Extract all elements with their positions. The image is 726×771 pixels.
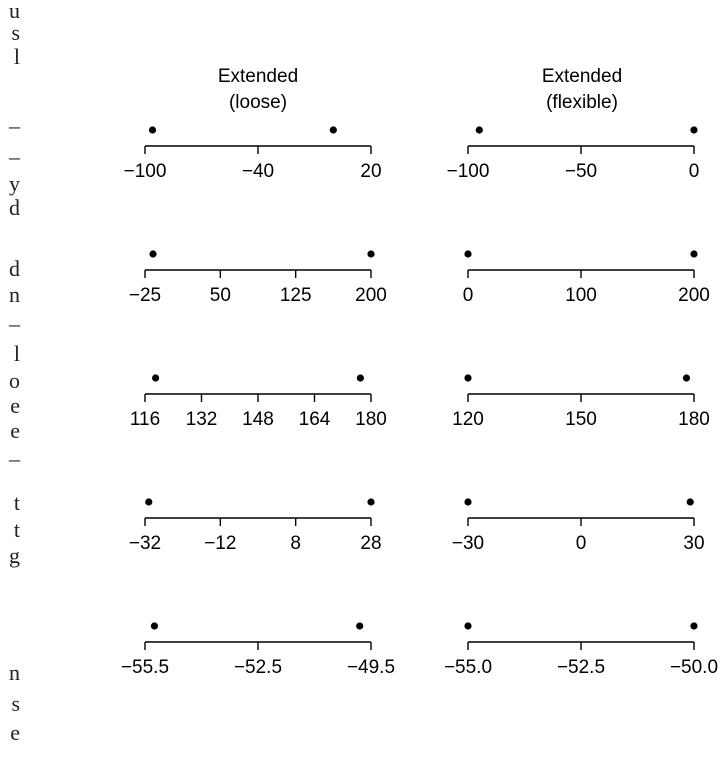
margin-letter: y [9, 171, 20, 196]
margin-letter: – [9, 311, 20, 336]
data-point [367, 250, 375, 258]
tick-label: −50.0 [670, 657, 718, 678]
column-title-loose-line1: Extended [218, 66, 298, 87]
margin-letter: s [11, 20, 20, 45]
margin-letter: e [10, 720, 20, 745]
data-point [464, 250, 472, 258]
tick-label: −12 [204, 533, 236, 554]
margin-letter: d [9, 256, 20, 281]
data-point [367, 498, 375, 506]
data-point [464, 374, 472, 382]
tick-label: 0 [576, 533, 587, 554]
margin-letter: – [9, 446, 20, 471]
data-point [151, 374, 160, 382]
strip-panels: −100 −40 20 −25 50 125 200 116 132 148 164 180 −32 −1… [121, 126, 718, 678]
tick-label: 164 [299, 409, 331, 430]
tick-label: 120 [452, 409, 484, 430]
margin-letter: e [10, 393, 20, 418]
tick-label: 125 [280, 285, 312, 306]
tick-label: 50 [210, 285, 231, 306]
margin-letter: g [9, 543, 20, 568]
data-point [690, 126, 698, 134]
tick-label: 116 [130, 409, 160, 430]
tick-label: 20 [360, 161, 381, 182]
data-point [686, 498, 694, 506]
tick-label: −52.5 [234, 657, 282, 678]
margin-letter: t [13, 490, 20, 515]
tick-label: 8 [290, 533, 301, 554]
tick-label: 150 [565, 409, 597, 430]
margin-letter: – [9, 113, 20, 138]
tick-label: −25 [129, 285, 161, 306]
column-title-flexible-line2: (flexible) [546, 92, 618, 113]
data-point [148, 126, 157, 134]
tick-label: 30 [683, 533, 704, 554]
margin-letter: l [13, 341, 20, 366]
tick-label: −52.5 [557, 657, 605, 678]
data-point [356, 374, 365, 382]
tick-label: −49.5 [347, 657, 395, 678]
data-point [690, 250, 698, 258]
tick-label: 200 [355, 285, 387, 306]
tick-label: −40 [242, 161, 274, 182]
tick-label: −55.5 [121, 657, 169, 678]
cropped-page-text: u s l – – y d d n – l o e e – t t g n s e [0, 0, 30, 771]
column-title-flexible-line1: Extended [542, 66, 622, 87]
tick-label: 132 [186, 409, 218, 430]
tick-label: −32 [129, 533, 161, 554]
tick-label: 148 [242, 409, 274, 430]
tick-label: −30 [452, 533, 484, 554]
data-point [145, 498, 153, 506]
tick-label: 180 [355, 409, 387, 430]
margin-letter: u [9, 0, 20, 23]
data-point [682, 374, 691, 382]
tick-label: 0 [463, 285, 474, 306]
margin-letter: o [9, 368, 20, 393]
data-point [464, 622, 472, 630]
tick-label: 180 [678, 409, 710, 430]
margin-letter: n [9, 282, 20, 307]
margin-letter: – [9, 144, 20, 169]
tick-label: −55.0 [444, 657, 492, 678]
data-point [329, 126, 337, 134]
tick-label: 100 [565, 285, 597, 306]
tick-label: −50 [565, 161, 597, 182]
margin-letter: d [9, 195, 20, 220]
tick-label: 200 [678, 285, 710, 306]
tick-label: −100 [124, 161, 167, 182]
data-point [356, 622, 364, 630]
margin-letter: e [10, 418, 20, 443]
data-point [150, 622, 159, 630]
margin-letter: n [9, 660, 20, 685]
data-point [690, 622, 698, 630]
margin-letter: l [13, 44, 20, 69]
column-title-loose-line2: (loose) [229, 92, 287, 113]
tick-label: 0 [689, 161, 700, 182]
data-point [149, 250, 157, 258]
margin-letter: s [11, 691, 20, 716]
data-point [475, 126, 483, 134]
tick-label: −100 [447, 161, 490, 182]
tick-label: 28 [360, 533, 381, 554]
data-point [464, 498, 472, 506]
margin-letter: t [13, 517, 20, 542]
